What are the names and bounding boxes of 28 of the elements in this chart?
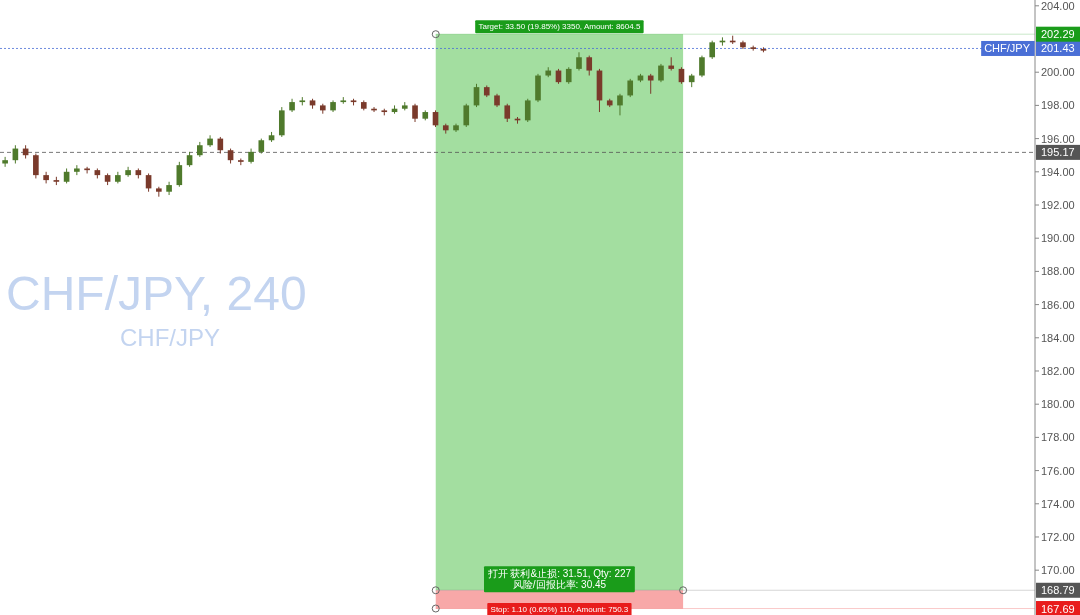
y-tick-label: 186.00	[1041, 298, 1075, 311]
y-tick-label: 194.00	[1041, 165, 1075, 178]
annotation: CHF/JPY	[984, 42, 1031, 55]
text: CHF/JPY	[120, 324, 221, 351]
y-tick-label: 174.00	[1041, 497, 1075, 510]
annotation: Stop: 1.10 (0.65%) 110, Amount: 750.3	[487, 603, 632, 615]
ref-line-label: 168.79	[1041, 584, 1075, 597]
annotation: 打开 获利&止损: 31.51, Qty: 227 风险/回报比率: 30.45	[484, 566, 635, 593]
y-tick-label: 198.00	[1041, 99, 1075, 112]
y-tick-label: 192.00	[1041, 199, 1075, 211]
annotation: Target: 33.50 (19.85%) 3350, Amount: 8604.5	[475, 20, 644, 34]
ref-line-label: 167.69	[1041, 602, 1075, 615]
ref-line-label: 195.17	[1041, 146, 1075, 159]
y-tick-label: 184.00	[1041, 331, 1075, 344]
y-tick-label: 188.00	[1041, 265, 1075, 278]
text: CHF/JPY, 240	[6, 267, 307, 320]
y-tick-label: 196.00	[1041, 132, 1075, 145]
y-tick-label: 190.00	[1041, 232, 1075, 245]
y-tick-label: 204.00	[1041, 0, 1075, 12]
y-tick-label: 182.00	[1041, 364, 1075, 377]
y-tick-label: 176.00	[1041, 464, 1075, 477]
y-tick-label: 178.00	[1041, 431, 1075, 444]
y-tick-label: 172.00	[1041, 530, 1075, 543]
y-tick-label: 200.00	[1041, 66, 1075, 79]
y-tick-label: 180.00	[1041, 398, 1075, 411]
ref-line-label: 201.43	[1041, 42, 1075, 55]
y-tick-label: 170.00	[1041, 564, 1075, 577]
ref-line-label: 202.29	[1041, 28, 1075, 41]
